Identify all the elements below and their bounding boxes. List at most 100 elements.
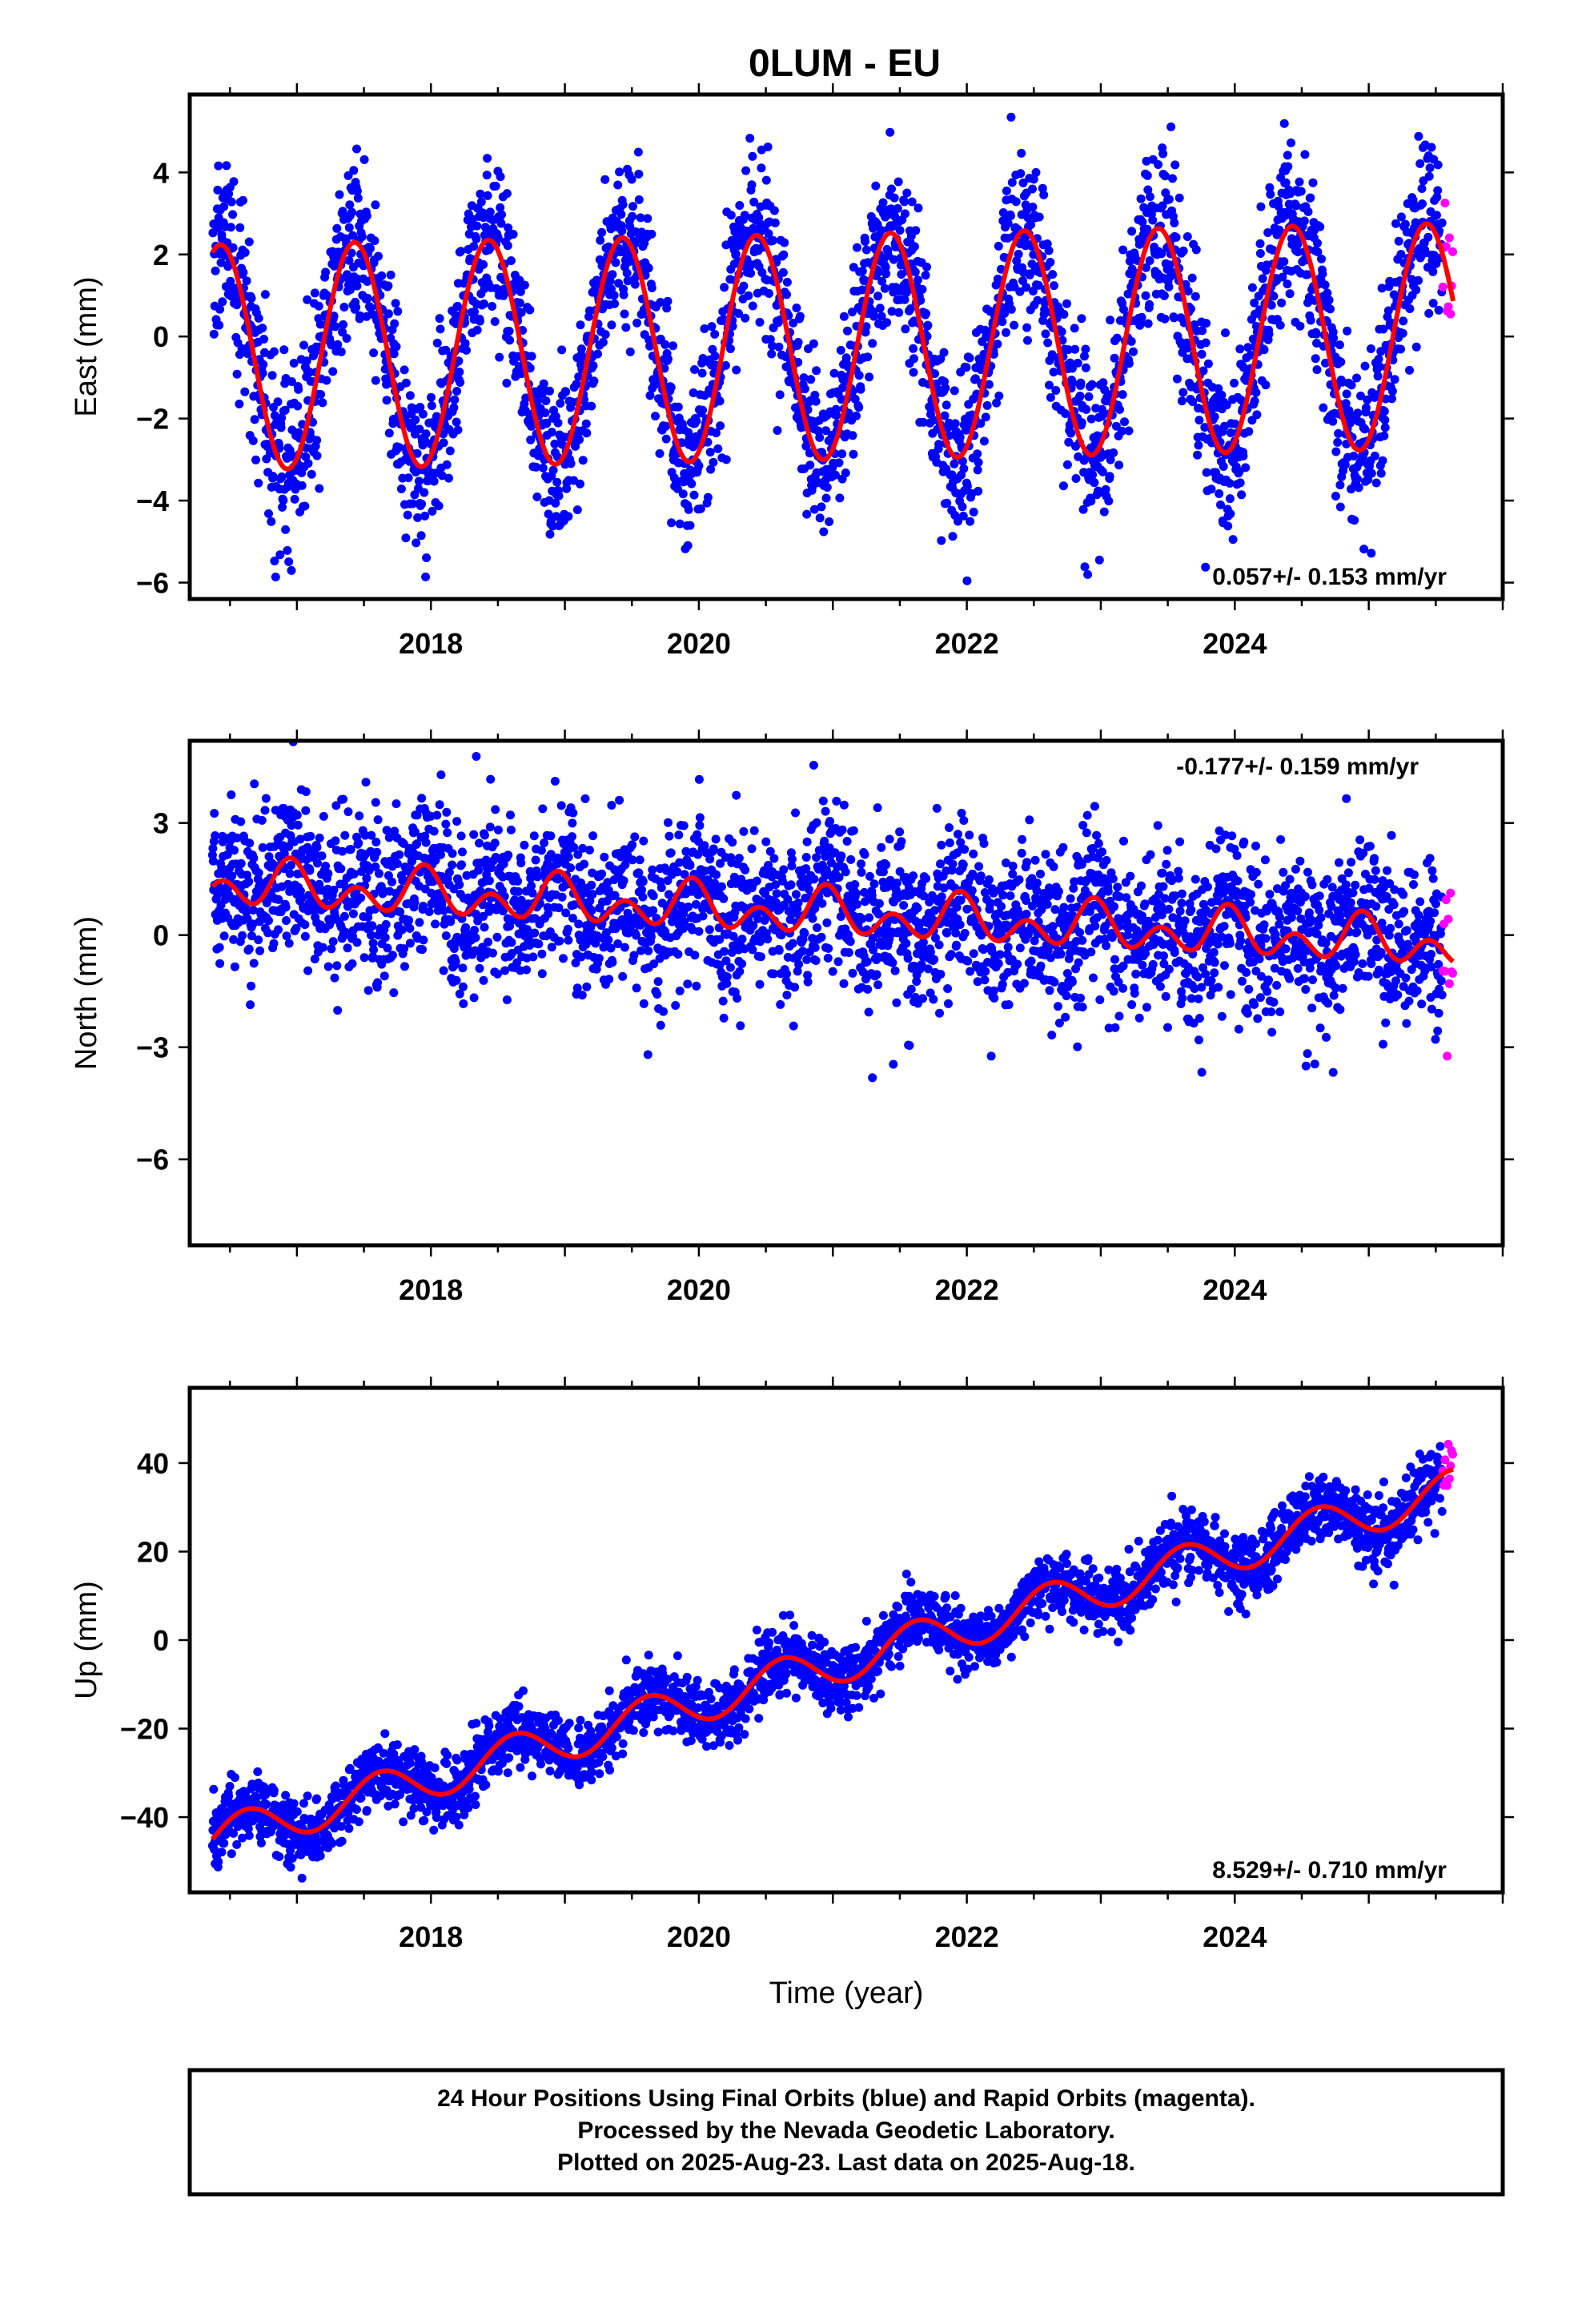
east-final-point [769,235,777,245]
east-final-point [871,181,881,191]
north-final-point [577,991,587,1000]
east-final-point [349,166,359,175]
east-final-point [832,411,841,420]
north-final-point [561,908,571,918]
east-final-point [625,222,635,231]
east-final-point [689,490,699,500]
east-final-point [1101,485,1110,494]
east-final-point [1059,310,1069,319]
east-final-point [1428,299,1438,308]
east-final-point [242,276,251,286]
north-final-point [504,850,513,860]
north-final-point [488,948,497,958]
east-final-point [1313,239,1322,248]
east-final-point [802,509,812,519]
east-final-point [1375,362,1384,372]
north-final-point [493,825,503,834]
east-final-point [1194,440,1203,450]
north-final-point [537,949,547,959]
east-final-point [661,434,671,444]
east-final-point [1432,192,1442,202]
east-final-point [444,473,453,483]
east-rapid-point [1438,282,1447,292]
east-final-point [1226,428,1235,437]
north-final-point [244,877,254,887]
east-final-point [542,419,552,428]
east-final-point [557,440,567,449]
east-final-point [1029,175,1038,184]
east-final-point [1114,460,1124,470]
north-final-points [207,741,1447,1083]
north-final-point [281,903,291,912]
north-final-point [929,995,938,1004]
east-final-point [610,299,620,308]
north-final-point [918,994,927,1003]
east-final-point [700,324,709,333]
east-final-point [1396,212,1406,222]
east-final-point [1266,190,1275,199]
east-final-point [1334,428,1343,438]
figure-title: 0LUM - EU [749,42,941,85]
east-final-point [1118,245,1128,255]
east-final-point [1191,245,1201,255]
east-final-point [984,380,994,389]
north-final-point [452,817,462,826]
east-final-point [1342,389,1351,399]
north-final-point [824,943,833,953]
east-final-point [1143,185,1153,195]
east-final-point [544,509,553,519]
east-final-point [662,304,672,313]
east-final-point [1376,468,1386,478]
east-final-point [405,391,415,400]
north-final-point [932,803,942,813]
north-final-point [849,826,858,835]
east-final-point [765,289,773,298]
east-final-point [958,456,967,466]
east-final-point [1235,344,1245,354]
east-final-point [721,360,730,370]
east-final-point [617,226,627,235]
east-final-point [248,436,258,445]
north-final-point [809,761,818,770]
north-final-point [604,975,614,984]
north-final-point [315,833,324,842]
north-final-point [712,870,721,879]
east-final-point [315,484,324,493]
east-final-point [1425,163,1435,173]
east-final-point [305,368,315,377]
east-final-point [552,477,562,487]
east-final-point [215,320,224,330]
north-final-point [776,999,785,1009]
east-final-point [812,366,821,376]
east-final-point [1106,455,1115,464]
east-final-point [297,480,307,490]
north-final-point [485,822,495,832]
east-final-point [1168,211,1178,221]
north-final-point [355,811,364,821]
east-final-point [992,398,1002,408]
north-final-point [381,919,391,929]
east-final-point [618,200,628,209]
east-rapid-point [1444,233,1454,243]
east-final-point [228,210,238,219]
east-final-point [371,200,380,210]
east-final-point [918,417,928,427]
east-final-point [735,201,745,210]
east-final-point [620,309,629,319]
north-final-point [705,925,714,935]
east-final-point [1200,423,1210,432]
east-final-point [715,396,725,406]
east-final-point [1318,269,1327,279]
north-final-point [429,826,439,836]
east-final-point [806,375,816,384]
east-x-tick-label: 2020 [667,627,731,660]
north-final-point [471,933,480,943]
east-final-point [452,387,462,396]
east-final-point [1244,427,1254,436]
east-final-point [283,545,292,555]
north-final-point [249,959,259,968]
east-final-point [369,348,379,358]
north-final-point [986,1051,996,1061]
north-final-point [656,883,666,892]
